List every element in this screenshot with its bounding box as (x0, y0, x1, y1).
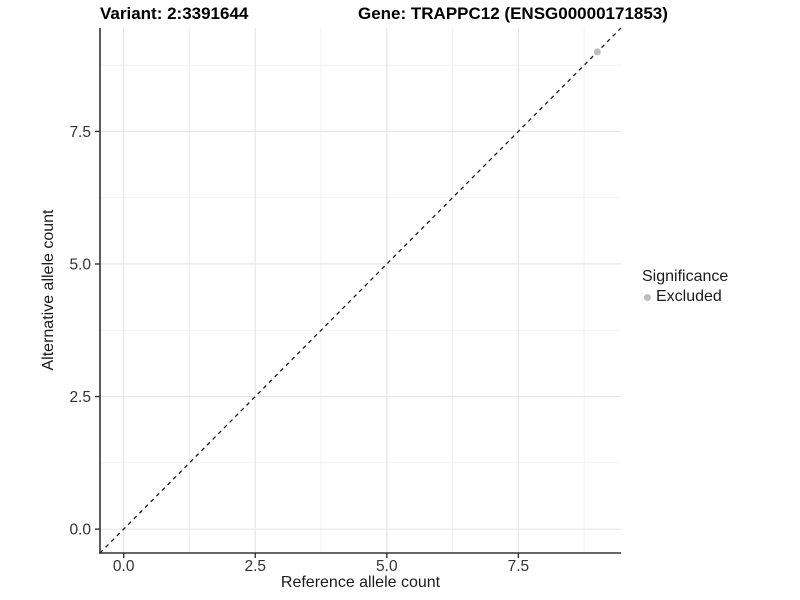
legend-item-excluded: Excluded (642, 287, 728, 307)
variant-title: Variant: 2:3391644 (100, 4, 249, 23)
y-tick-label: 2.5 (69, 389, 91, 406)
y-tick-label: 5.0 (69, 256, 91, 273)
excluded-point-icon (644, 293, 651, 301)
y-tick-label: 7.5 (69, 124, 91, 141)
x-tick-label: 5.0 (376, 558, 398, 575)
gene-title: Gene: TRAPPC12 (ENSG00000171853) (358, 4, 668, 23)
legend: Significance Excluded (642, 267, 728, 307)
y-tick-label: 0.0 (69, 522, 91, 539)
x-tick-label: 2.5 (244, 558, 266, 575)
x-tick-label: 0.0 (113, 558, 135, 575)
x-axis-title: Reference allele count (280, 574, 441, 591)
legend-title: Significance (642, 268, 729, 285)
identity-reference-line (99, 27, 622, 554)
data-point-excluded (593, 48, 601, 56)
y-axis-title: Alternative allele count (40, 209, 57, 371)
legend-item-label: Excluded (656, 288, 722, 305)
x-tick-label: 7.5 (508, 558, 530, 575)
